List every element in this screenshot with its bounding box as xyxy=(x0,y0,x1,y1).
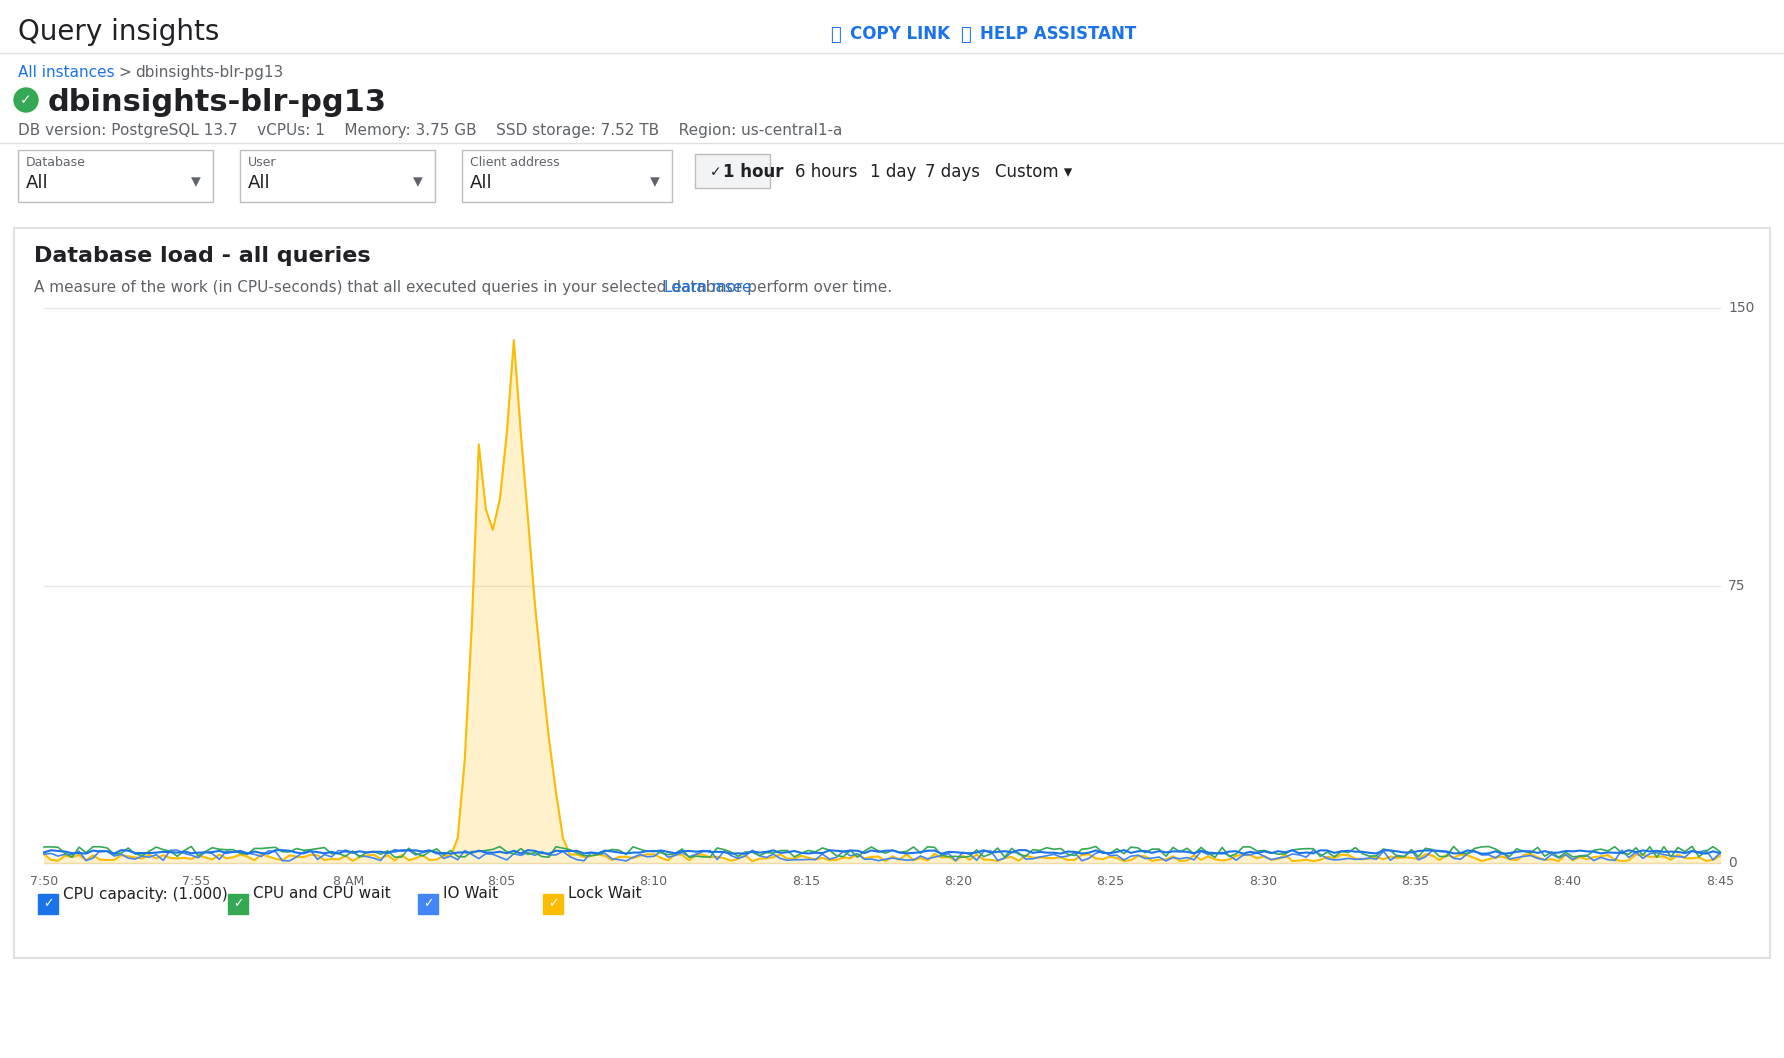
Text: 1 hour: 1 hour xyxy=(723,163,783,181)
Text: 8:25: 8:25 xyxy=(1097,875,1124,888)
Text: Database load - all queries: Database load - all queries xyxy=(34,247,371,266)
Text: ✓: ✓ xyxy=(20,93,32,107)
Text: Database: Database xyxy=(27,156,86,169)
Text: dbinsights-blr-pg13: dbinsights-blr-pg13 xyxy=(48,88,387,117)
Text: Client address: Client address xyxy=(469,156,560,169)
FancyBboxPatch shape xyxy=(14,229,1770,957)
Text: 8:15: 8:15 xyxy=(792,875,821,888)
Text: ▾: ▾ xyxy=(414,172,423,191)
Text: >: > xyxy=(118,65,130,80)
Text: ✓: ✓ xyxy=(548,897,558,911)
Text: 8:10: 8:10 xyxy=(639,875,667,888)
Text: Lock Wait: Lock Wait xyxy=(567,887,642,901)
Text: HELP ASSISTANT: HELP ASSISTANT xyxy=(979,25,1136,43)
FancyBboxPatch shape xyxy=(37,894,59,914)
Text: A measure of the work (in CPU-seconds) that all executed queries in your selecte: A measure of the work (in CPU-seconds) t… xyxy=(34,280,892,295)
Text: CPU and CPU wait: CPU and CPU wait xyxy=(253,887,391,901)
Text: COPY LINK: COPY LINK xyxy=(849,25,951,43)
Text: 8 AM: 8 AM xyxy=(334,875,364,888)
Text: DB version: PostgreSQL 13.7    vCPUs: 1    Memory: 3.75 GB    SSD storage: 7.52 : DB version: PostgreSQL 13.7 vCPUs: 1 Mem… xyxy=(18,123,842,138)
FancyBboxPatch shape xyxy=(462,150,673,202)
Text: 7 days: 7 days xyxy=(924,163,979,181)
Text: ✓: ✓ xyxy=(710,165,721,179)
FancyBboxPatch shape xyxy=(241,150,435,202)
Text: 150: 150 xyxy=(1729,300,1754,315)
Text: User: User xyxy=(248,156,277,169)
Text: All instances: All instances xyxy=(18,65,114,80)
FancyBboxPatch shape xyxy=(228,894,248,914)
Text: ✓: ✓ xyxy=(232,897,243,911)
Text: All: All xyxy=(248,174,271,191)
Text: All: All xyxy=(27,174,48,191)
Text: 8:35: 8:35 xyxy=(1400,875,1429,888)
Text: All: All xyxy=(469,174,492,191)
Text: IO Wait: IO Wait xyxy=(442,887,498,901)
Text: CPU capacity: (1.000): CPU capacity: (1.000) xyxy=(62,887,228,901)
Text: 8:05: 8:05 xyxy=(487,875,516,888)
Text: ✓: ✓ xyxy=(423,897,434,911)
Text: 1 day: 1 day xyxy=(871,163,917,181)
Text: Custom ▾: Custom ▾ xyxy=(995,163,1072,181)
Text: ▾: ▾ xyxy=(191,172,202,191)
Circle shape xyxy=(14,88,37,112)
Text: 6 hours: 6 hours xyxy=(796,163,858,181)
Text: dbinsights-blr-pg13: dbinsights-blr-pg13 xyxy=(136,65,284,80)
Text: 8:45: 8:45 xyxy=(1706,875,1734,888)
Text: 8:30: 8:30 xyxy=(1249,875,1277,888)
Text: 📋: 📋 xyxy=(830,26,840,44)
Text: Learn more: Learn more xyxy=(664,280,751,295)
FancyBboxPatch shape xyxy=(417,894,439,914)
FancyBboxPatch shape xyxy=(18,150,212,202)
Text: 8:20: 8:20 xyxy=(944,875,972,888)
Text: 75: 75 xyxy=(1729,579,1745,592)
Text: 💬: 💬 xyxy=(960,26,970,44)
Text: 0: 0 xyxy=(1729,856,1738,870)
Text: Query insights: Query insights xyxy=(18,18,219,45)
Text: 7:50: 7:50 xyxy=(30,875,59,888)
Text: 8:40: 8:40 xyxy=(1554,875,1582,888)
Text: ▾: ▾ xyxy=(649,172,660,191)
FancyBboxPatch shape xyxy=(696,154,771,188)
Text: ✓: ✓ xyxy=(43,897,54,911)
FancyBboxPatch shape xyxy=(542,894,564,914)
Text: 7:55: 7:55 xyxy=(182,875,211,888)
